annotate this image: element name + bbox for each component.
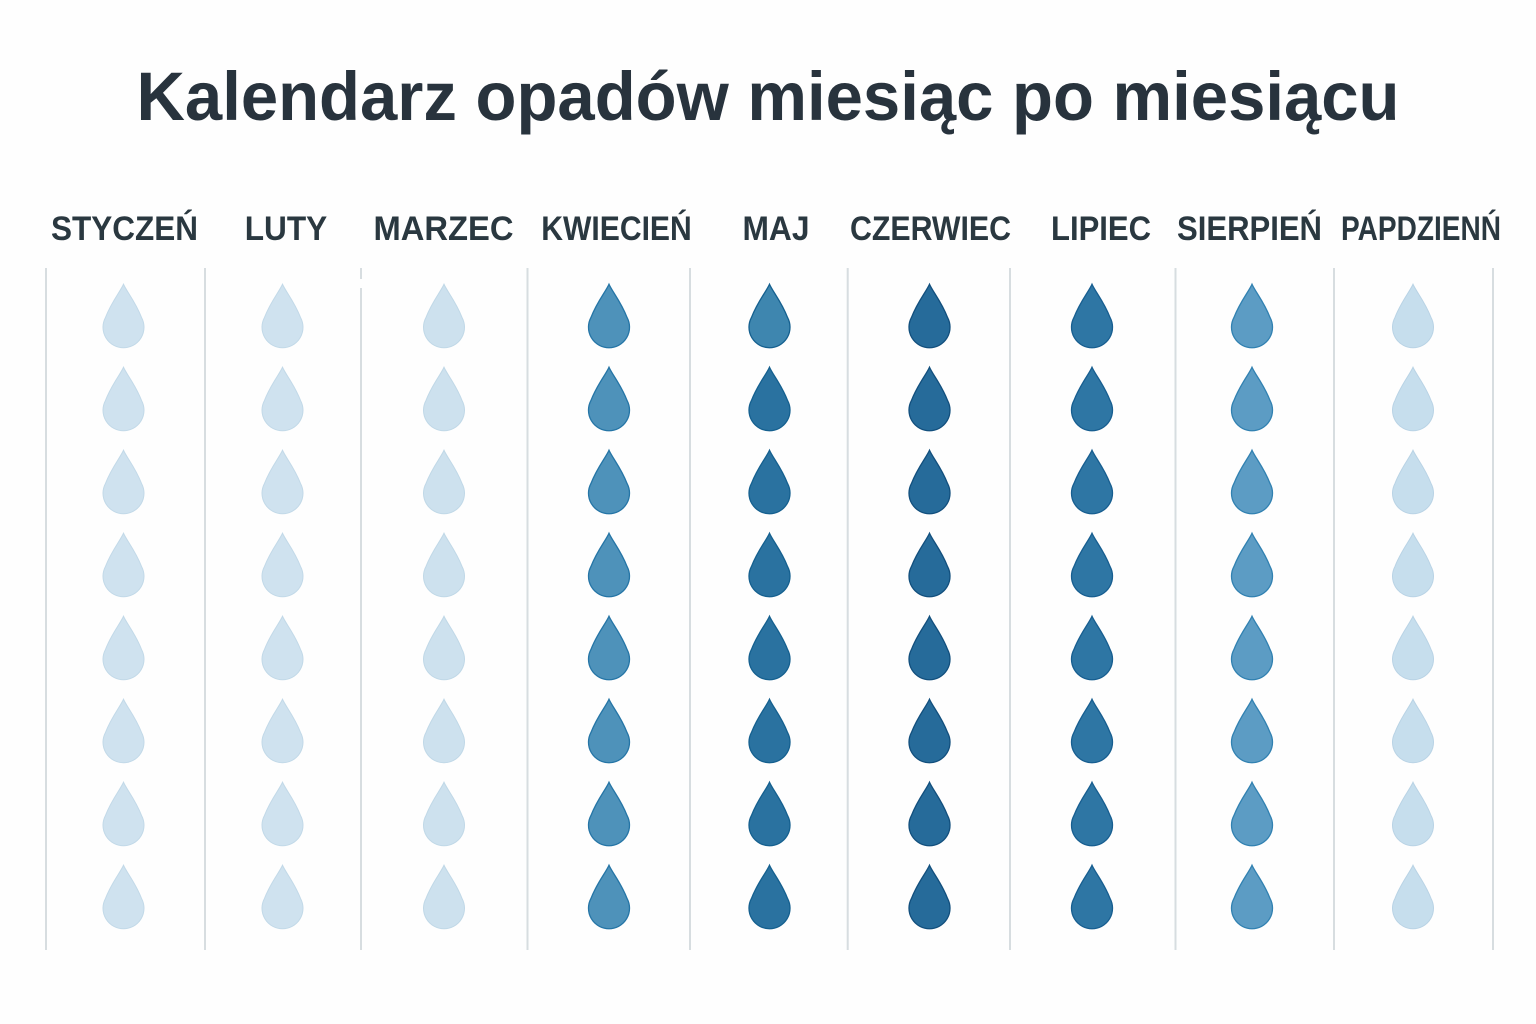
svg-text:KWIECIEŃ: KWIECIEŃ (541, 210, 692, 248)
svg-text:MARZEC: MARZEC (374, 210, 514, 248)
svg-text:CZERWIEC: CZERWIEC (850, 210, 1011, 248)
svg-text:SIERPIEŃ: SIERPIEŃ (1177, 210, 1322, 248)
svg-text:LUTY: LUTY (245, 210, 328, 248)
svg-text:Kalendarz opadów miesiąc po mi: Kalendarz opadów miesiąc po miesiącu (137, 58, 1400, 135)
svg-text:MAJ: MAJ (743, 210, 810, 248)
svg-text:PAPDZIENŃ: PAPDZIENŃ (1341, 210, 1501, 248)
svg-text:STYCZEŃ: STYCZEŃ (51, 210, 198, 248)
svg-text:LIPIEC: LIPIEC (1051, 210, 1151, 248)
